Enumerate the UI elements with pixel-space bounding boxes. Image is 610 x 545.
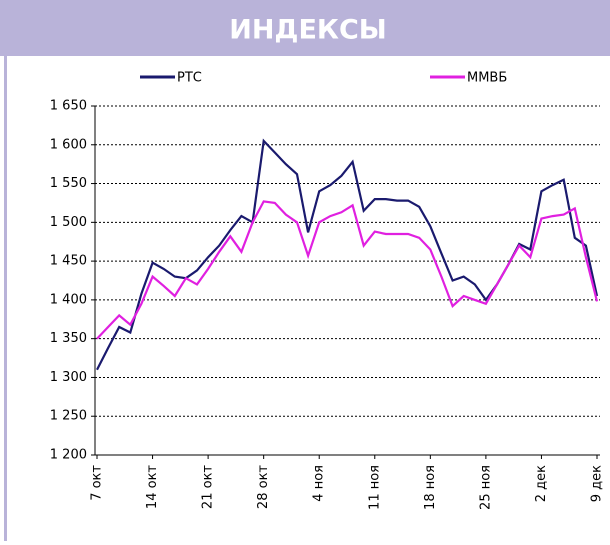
x-tick-label: 18 ноя (423, 465, 438, 510)
legend-label: РТС (177, 71, 202, 86)
x-tick-label: 7 окт (90, 465, 105, 501)
x-tick-label: 14 окт (145, 465, 160, 509)
y-tick-label: 1 650 (50, 99, 87, 114)
x-tick-label: 28 окт (256, 465, 271, 509)
title-band (0, 0, 610, 56)
legend-label: ММВБ (467, 71, 507, 86)
y-tick-label: 1 400 (50, 292, 87, 307)
x-tick-label: 21 окт (201, 465, 216, 509)
y-tick-label: 1 300 (50, 370, 87, 385)
y-tick-label: 1 600 (50, 137, 87, 152)
line-series (96, 200, 599, 340)
y-tick-label: 1 550 (50, 176, 87, 191)
x-tick-label: 25 ноя (478, 465, 493, 510)
y-tick-label: 1 200 (50, 448, 87, 463)
x-tick-label: 2 дек (534, 465, 549, 502)
left-border (4, 56, 7, 541)
x-tick-label: 4 ноя (312, 465, 327, 502)
y-tick-label: 1 250 (50, 409, 87, 424)
x-tick-label: 9 дек (590, 465, 605, 502)
y-tick-label: 1 450 (50, 254, 87, 269)
y-tick-label: 1 350 (50, 331, 87, 346)
line-series (96, 138, 599, 371)
y-tick-label: 1 500 (50, 215, 87, 230)
x-tick-label: 11 ноя (367, 465, 382, 510)
chart-title: ИНДЕКСЫ (229, 15, 387, 46)
